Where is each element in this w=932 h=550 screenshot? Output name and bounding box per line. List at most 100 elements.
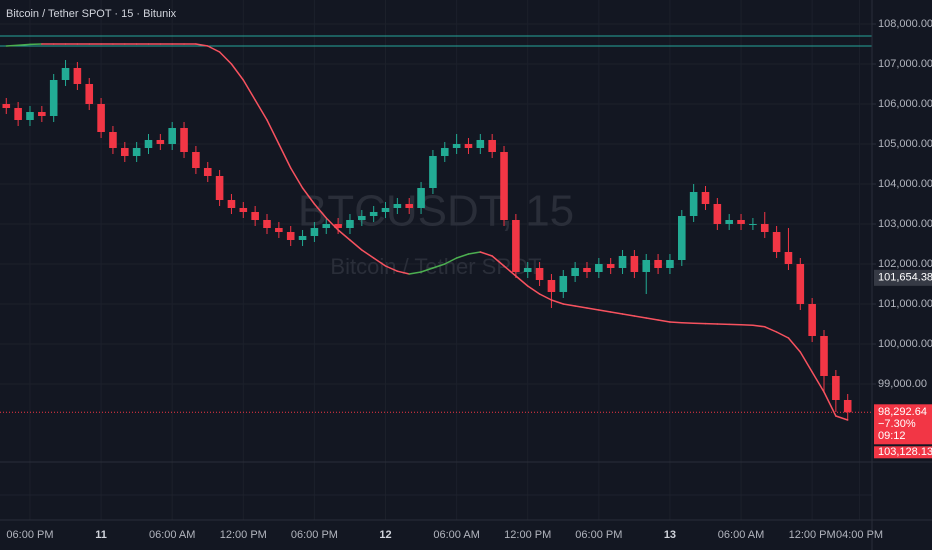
candle-body [275,228,283,232]
x-tick-label: 06:00 AM [433,529,479,541]
candle-body [26,112,34,120]
candle-body [500,152,508,220]
moving-average-segment [621,313,636,317]
candle-body [630,256,639,272]
moving-average-segment [491,255,505,267]
moving-average-segment [384,265,399,272]
candle-body [322,224,331,228]
candle-body [298,236,307,240]
candle-body [2,104,11,108]
candle-body [239,208,248,212]
moving-average-segment [515,275,529,287]
candle-body [654,260,662,268]
moving-average-segment [218,51,233,65]
moving-average-segment [195,43,209,47]
moving-average-segment [645,317,659,321]
candle-body [120,148,129,156]
last-price-countdown: 09:12 [878,430,906,442]
candle-body [109,132,117,148]
candle-body [701,192,710,204]
moving-average-segment [266,119,280,145]
candle-body [346,220,354,228]
x-tick-label: 06:00 PM [291,529,338,541]
candle-body [571,268,579,276]
moving-average-segment [538,293,553,301]
candle-body [677,216,686,260]
moving-average-segment [763,326,778,333]
moving-average-segment [361,249,375,259]
candle-body [73,68,82,84]
candle-body [417,188,425,208]
candle-body [547,280,556,292]
candle-body [168,128,176,144]
moving-average-segment [550,299,565,305]
moving-average-segment [799,351,813,373]
candle-body [358,216,366,220]
candle-body [263,220,271,228]
watermark: BTCUSDT, 15 [298,187,574,236]
x-tick-label: 06:00 AM [149,529,195,541]
moving-average-segment [5,44,19,47]
moving-average-segment [479,251,493,257]
plot [0,35,872,421]
candle-body [784,252,793,264]
moving-average-segment [562,303,576,307]
x-tick-label: 06:00 AM [718,529,764,541]
candle-body [713,204,722,224]
moving-average-segment [230,63,245,81]
candle-body [512,220,520,272]
moving-average-segment [242,79,256,101]
moving-average-segment [526,285,541,295]
candle-body [476,140,485,148]
candle-body [14,108,22,120]
x-tick-label: 11 [95,529,107,541]
candle-body [843,400,852,413]
moving-average-segment [598,309,612,313]
candle-body [666,260,674,268]
candle-body [523,268,532,272]
candle-body [227,200,236,208]
candle-body [559,276,568,292]
moving-average-segment [586,307,600,311]
candle-body [689,192,698,216]
chart-title: Bitcoin / Tether SPOT · 15 · Bitunix [6,8,177,20]
candle-body [440,148,449,156]
moving-average-segment [372,257,387,267]
candle-body [192,152,200,168]
candle-body [429,156,437,188]
candle-body [535,268,544,280]
last-price-label: 98,292.64 [878,406,927,418]
candle-body [215,176,224,200]
moving-average-segment [467,251,482,255]
x-tick-label: 12:00 PM [220,529,267,541]
moving-average-segment [835,415,849,421]
x-tick-label: 12 [379,529,391,541]
y-tick-label: 99,000.00 [878,378,927,390]
candle-body [796,264,805,304]
moving-average-segment [396,270,410,275]
last-price-tag [874,404,932,445]
moving-average-segment [432,263,446,269]
moving-average-segment [657,319,671,323]
moving-average-segment [455,253,470,259]
candle-body [251,212,259,220]
candle-body [642,260,651,272]
candle-body [606,264,615,268]
candle-body [310,228,319,236]
moving-average-segment [609,311,624,315]
candle-body [85,84,94,104]
candle-body [772,232,781,252]
x-tick-label: 12:00 PM [504,529,551,541]
moving-average-segment [313,203,328,219]
moving-average-segment [823,391,837,417]
moving-average-segment [811,371,825,393]
last-price-change: −7.30% [878,418,916,430]
candle-body [618,256,627,268]
candle-body [286,232,295,240]
moving-average-segment [289,167,304,189]
moving-average-segment [574,305,588,309]
y-tick-label: 103,000.00 [878,218,932,230]
moving-average-segment [254,99,268,121]
price-tag [874,269,932,286]
